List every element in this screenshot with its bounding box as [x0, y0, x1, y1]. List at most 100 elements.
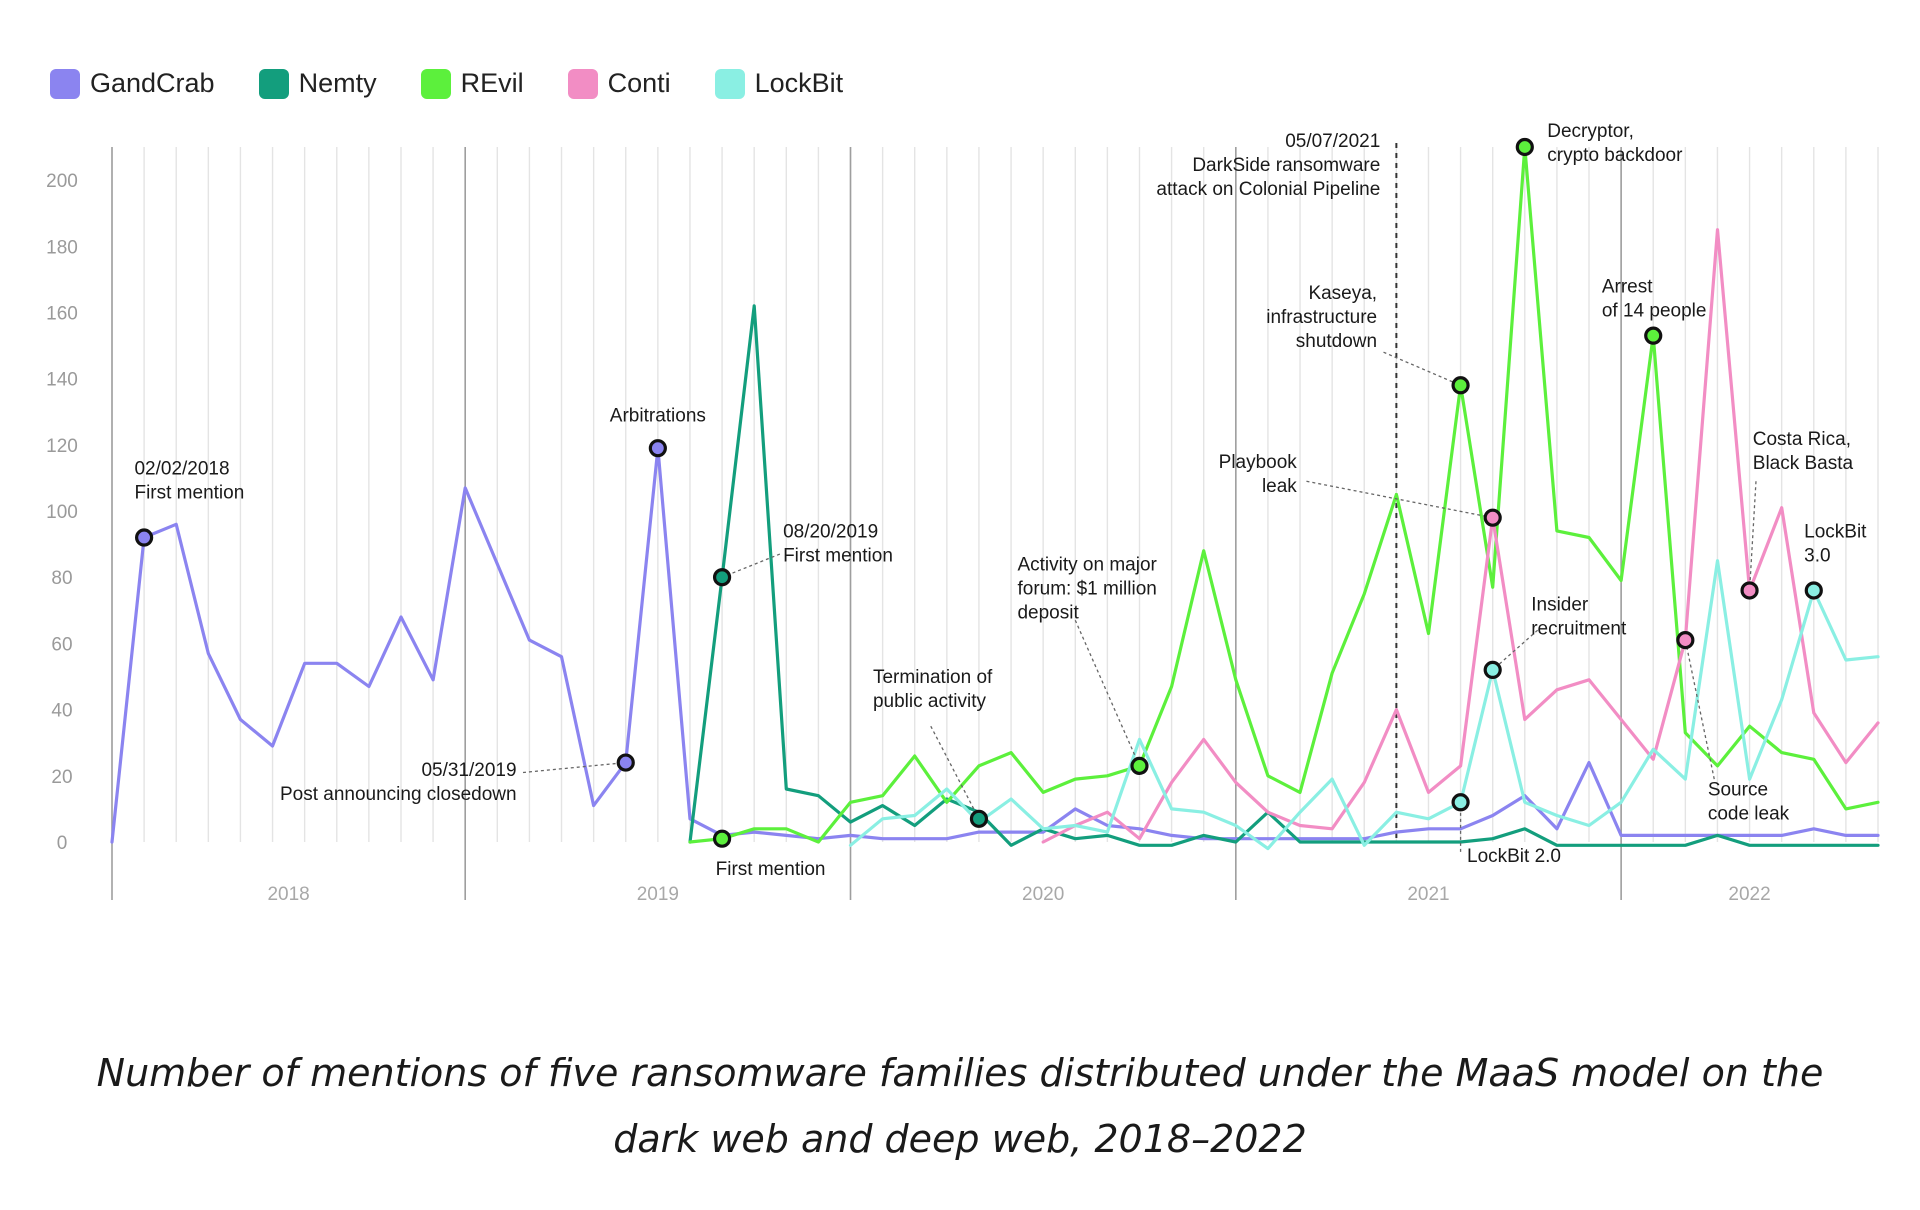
annotation-line: public activity [873, 691, 986, 712]
event-marker-revil [1644, 326, 1663, 345]
y-tick-label: 40 [51, 701, 72, 722]
event-marker-conti [1676, 631, 1695, 650]
legend-item-lockbit: LockBit [714, 68, 844, 99]
annotation-line: forum: $1 million [1017, 579, 1156, 600]
event-marker-gandcrab [648, 439, 667, 458]
legend-label: Nemty [298, 68, 377, 98]
legend-item-conti: Conti [567, 68, 671, 99]
legend-label: Conti [607, 68, 671, 98]
legend-swatch [258, 68, 289, 99]
legend-swatch [714, 68, 745, 99]
line-chart: 0 20 40 60 80 100 120 140 160 180 200 2018 2019 2020 2… [46, 121, 1880, 905]
event-marker-nemty [712, 568, 732, 587]
legend-item-nemty: Nemty [258, 68, 377, 99]
y-tick-label: 200 [46, 171, 78, 192]
x-tick-label: 2020 [1022, 884, 1064, 905]
annotation-label: Termination of public activity [873, 667, 993, 712]
annotation-line: Activity on major [1017, 555, 1157, 576]
annotation-line: DarkSide ransomware [1192, 155, 1380, 176]
annotation-label: Playbook leak [1219, 452, 1298, 497]
x-tick-label: 2021 [1407, 884, 1449, 905]
annotation-label: 05/31/2019 Post announcing closedown [280, 760, 517, 805]
annotation-line: Playbook [1219, 452, 1298, 473]
event-marker-revil [712, 829, 732, 848]
annotation-label: Arrest of 14 people [1602, 277, 1707, 322]
event-marker-conti [1483, 508, 1502, 527]
annotation-line: 05/31/2019 [421, 760, 516, 781]
annotation-label: First mention [716, 859, 826, 880]
annotation-label: Costa Rica, Black Basta [1753, 429, 1854, 474]
legend-item-gandcrab: GandCrab [50, 68, 215, 99]
annotation-label: Source code leak [1708, 780, 1790, 825]
y-tick-label: 80 [51, 568, 72, 589]
annotation-line: 05/07/2021 [1285, 131, 1380, 152]
event-marker-lockbit [1804, 581, 1823, 600]
annotation-leader-line [1748, 481, 1757, 591]
series-line-gandcrab [110, 446, 1880, 844]
event-marker-gandcrab [616, 753, 635, 772]
y-tick-label: 140 [46, 370, 78, 391]
annotation-line: First mention [134, 483, 244, 504]
x-tick-label: 2019 [637, 884, 679, 905]
annotation-line: 02/02/2018 [134, 459, 229, 480]
annotation-line: Costa Rica, [1753, 429, 1851, 450]
y-tick-label: 60 [51, 634, 72, 655]
annotation-line: Insider [1531, 594, 1589, 615]
series-line-revil [688, 145, 1880, 844]
annotation-line: First mention [783, 546, 893, 567]
y-tick-label: 20 [51, 767, 72, 788]
event-marker-revil [1130, 756, 1149, 775]
annotation-line: Black Basta [1753, 453, 1854, 474]
annotation-label: LockBit 2.0 [1467, 846, 1561, 867]
event-marker-lockbit [1451, 793, 1470, 812]
legend-item-revil: REvil [420, 68, 524, 99]
annotation-line: deposit [1017, 603, 1079, 624]
annotation-leader-line [1306, 480, 1493, 519]
annotation-line: LockBit 2.0 [1467, 846, 1561, 867]
caption-line-1: Number of mentions of five ransomware fa… [96, 1051, 1824, 1095]
legend-swatch [420, 68, 451, 99]
annotation-line: Termination of [873, 667, 993, 688]
annotation-label: Arbitrations [610, 406, 706, 427]
event-marker-revil [1451, 376, 1470, 395]
annotation-leader-line [721, 553, 781, 578]
annotation-leader-line [522, 761, 626, 774]
series-line-nemty [688, 304, 1880, 847]
annotation-leader-line [1074, 619, 1141, 767]
annotation-label: 02/02/2018 First mention [134, 459, 244, 504]
annotation-line: crypto backdoor [1547, 145, 1683, 166]
annotation-label: 08/20/2019 First mention [783, 522, 893, 567]
y-tick-label: 100 [46, 502, 78, 523]
x-tick-label: 2018 [267, 884, 309, 905]
annotation-line: Arbitrations [610, 406, 706, 427]
annotation-label: 05/07/2021 DarkSide ransomware attack on C… [1156, 131, 1380, 200]
annotation-label: Activity on major forum: $1 million deposi… [1017, 555, 1157, 624]
legend-swatch [567, 68, 598, 99]
legend-label: GandCrab [90, 68, 215, 98]
annotation-line: 08/20/2019 [783, 522, 878, 543]
chart-caption: Number of mentions of five ransomware fa… [0, 1040, 1920, 1172]
event-marker-nemty [969, 809, 989, 828]
annotation-leader-line [1383, 351, 1461, 386]
event-marker-revil [1515, 137, 1534, 157]
series-line-lockbit [848, 559, 1880, 851]
x-tick-label: 2022 [1728, 884, 1770, 905]
y-tick-label: 160 [46, 303, 78, 324]
legend-label: REvil [460, 68, 524, 98]
annotation-line: First mention [716, 859, 826, 880]
annotation-line: Kaseya, [1308, 283, 1377, 304]
annotation-line: Arrest [1602, 277, 1653, 298]
caption-line-2: dark web and deep web, 2018–2022 [613, 1117, 1307, 1161]
chart-legend: GandCrab Nemty REvil Conti LockBit [50, 68, 843, 99]
y-tick-label: 0 [57, 833, 68, 854]
annotation-label: Decryptor, crypto backdoor [1547, 121, 1683, 166]
annotation-line: code leak [1708, 804, 1790, 825]
annotation-label: LockBit 3.0 [1804, 522, 1867, 567]
legend-label: LockBit [754, 68, 844, 98]
annotation-line: attack on Colonial Pipeline [1156, 179, 1380, 200]
annotation-line: 3.0 [1804, 546, 1830, 567]
annotation-line: of 14 people [1602, 301, 1707, 322]
annotation-line: recruitment [1531, 618, 1627, 639]
y-tick-label: 120 [46, 436, 78, 457]
y-tick-label: 180 [46, 237, 78, 258]
